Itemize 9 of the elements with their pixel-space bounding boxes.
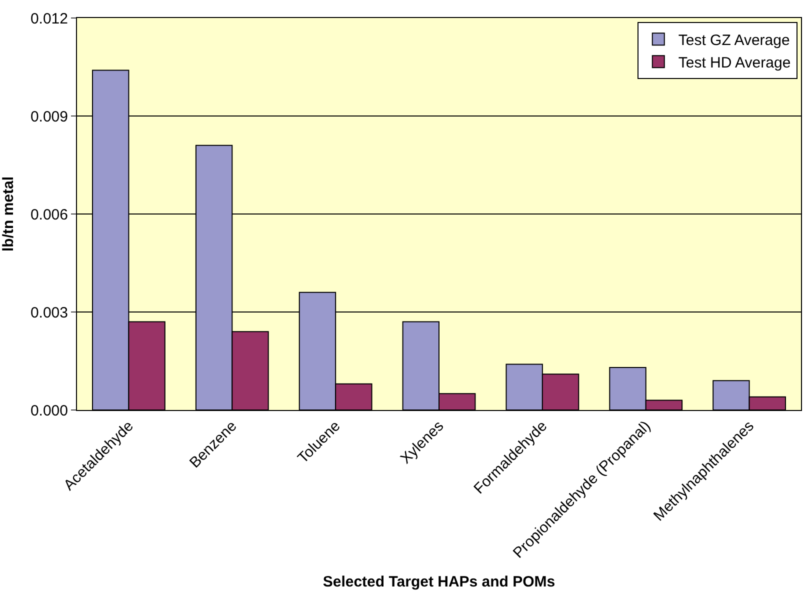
legend-label: Test HD Average: [678, 54, 791, 72]
y-tick-label: 0.000: [30, 402, 68, 420]
y-tick-label: 0.006: [30, 206, 68, 224]
x-axis-title: Selected Target HAPs and POMs: [322, 574, 556, 591]
y-tick-label: 0.009: [30, 108, 68, 126]
y-tick-label: 0.012: [30, 10, 68, 28]
legend-label: Test GZ Average: [678, 32, 790, 50]
y-axis-title: lb/tn metal: [0, 176, 17, 252]
y-tick-label: 0.003: [30, 304, 68, 322]
